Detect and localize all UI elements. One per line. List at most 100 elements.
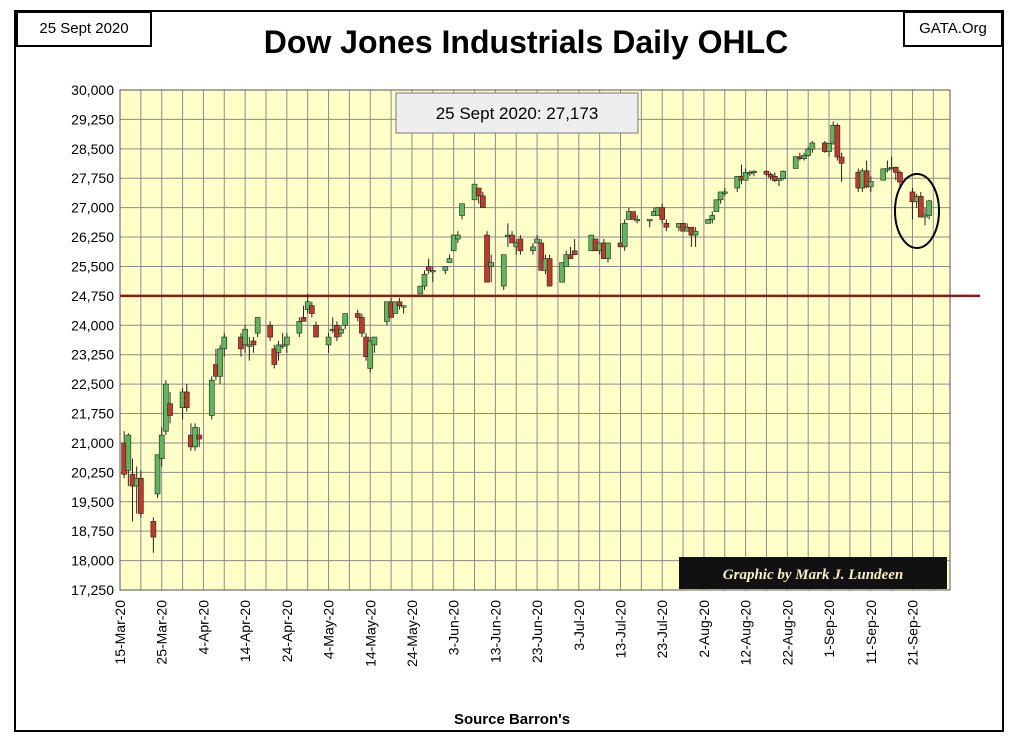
candle-body xyxy=(705,219,711,224)
candle-body xyxy=(897,172,903,183)
candle-body xyxy=(867,181,874,188)
x-tick-label: 3-Jul-20 xyxy=(571,600,587,651)
candle-body xyxy=(805,148,811,156)
candle-body xyxy=(780,170,786,179)
candle-body xyxy=(367,340,374,369)
chart-title: Dow Jones Industrials Daily OHLC xyxy=(263,24,789,60)
candle-body xyxy=(300,317,307,322)
candle-body xyxy=(634,219,640,222)
candle-body xyxy=(488,262,495,267)
candle-body xyxy=(509,234,515,244)
y-tick-label: 25,500 xyxy=(71,258,114,274)
candle-body xyxy=(751,170,757,173)
x-tick-label: 13-Jul-20 xyxy=(613,600,629,659)
candle-body xyxy=(880,168,887,181)
candle-body xyxy=(267,324,273,338)
candle-body xyxy=(663,223,670,228)
site-label: GATA.Org xyxy=(903,11,1003,47)
candle-body xyxy=(621,223,628,248)
candle-body xyxy=(425,266,432,271)
x-tick-label: 1-Sep-20 xyxy=(821,600,837,658)
candle-body xyxy=(709,215,716,220)
y-tick-label: 19,500 xyxy=(71,494,114,510)
candle-body xyxy=(338,328,344,334)
candle-body xyxy=(442,266,449,271)
candle-body xyxy=(325,336,332,346)
candle-body xyxy=(392,301,399,314)
y-tick-label: 28,500 xyxy=(71,141,114,157)
x-tick-label: 21-Sep-20 xyxy=(904,600,920,666)
candle-body xyxy=(183,391,190,408)
candle-body xyxy=(246,344,253,347)
candle-body xyxy=(158,434,165,459)
x-tick-label: 2-Aug-20 xyxy=(696,600,712,658)
x-tick-label: 15-Mar-20 xyxy=(112,600,128,665)
candle-body xyxy=(892,166,899,173)
candle-body xyxy=(455,234,461,240)
candle-body xyxy=(359,317,365,334)
candle-body xyxy=(484,234,490,283)
candle-body xyxy=(150,521,157,538)
candle-body xyxy=(250,340,257,346)
candle-body xyxy=(546,258,553,287)
candle-body xyxy=(371,336,378,346)
credit-text: Graphic by Mark J. Lundeen xyxy=(723,567,903,583)
y-tick-label: 22,500 xyxy=(71,376,114,392)
y-tick-label: 20,250 xyxy=(71,464,114,480)
candle-body xyxy=(646,219,653,222)
candle-body xyxy=(217,348,223,377)
candle-body xyxy=(279,344,286,347)
candle-body xyxy=(459,203,465,216)
x-tick-label: 4-May-20 xyxy=(321,600,337,659)
candle-body xyxy=(354,313,361,318)
candle-body xyxy=(417,285,424,295)
candle-body xyxy=(884,168,891,171)
candle-body xyxy=(309,305,315,314)
x-tick-label: 14-May-20 xyxy=(362,600,378,667)
candle-body xyxy=(734,175,741,189)
candle-body xyxy=(767,174,774,178)
candle-body xyxy=(342,313,349,326)
candle-body xyxy=(918,195,924,218)
source-label: Source Barron's xyxy=(453,711,571,728)
highlight-circle xyxy=(894,173,940,249)
y-tick-label: 26,250 xyxy=(71,229,114,245)
y-tick-label: 23,250 xyxy=(71,347,114,363)
candle-body xyxy=(776,178,782,181)
candle-body xyxy=(138,477,144,514)
x-tick-label: 23-Jun-20 xyxy=(529,600,545,663)
candle-body xyxy=(809,142,816,150)
candle-body xyxy=(692,230,699,236)
candle-body xyxy=(630,211,636,220)
candle-body xyxy=(446,258,453,263)
candle-body xyxy=(922,214,928,218)
candle-body xyxy=(154,454,161,495)
candle-body xyxy=(284,336,290,346)
candle-body xyxy=(221,336,228,350)
candle-body xyxy=(254,317,261,334)
x-tick-label: 24-May-20 xyxy=(404,600,420,667)
candle-body xyxy=(563,254,570,267)
candle-body xyxy=(721,191,728,194)
y-tick-label: 30,000 xyxy=(71,82,114,98)
candle-body xyxy=(275,344,282,354)
credit-box xyxy=(679,557,947,589)
candle-body xyxy=(517,238,524,252)
candle-body xyxy=(296,321,303,334)
candle-body xyxy=(659,207,666,220)
candle-body xyxy=(450,234,457,252)
candle-body xyxy=(567,254,574,259)
candle-body xyxy=(713,199,720,212)
x-tick-label: 14-Apr-20 xyxy=(237,600,253,662)
candle-body xyxy=(480,195,486,208)
candle-body xyxy=(742,172,749,181)
candle-body xyxy=(605,242,611,259)
y-tick-label: 21,000 xyxy=(71,435,114,451)
y-tick-label: 18,750 xyxy=(71,523,114,539)
y-tick-label: 18,000 xyxy=(71,553,114,569)
candle-body xyxy=(208,379,215,416)
candle-body xyxy=(571,250,578,256)
candle-body xyxy=(313,324,319,338)
candle-body xyxy=(746,172,753,175)
